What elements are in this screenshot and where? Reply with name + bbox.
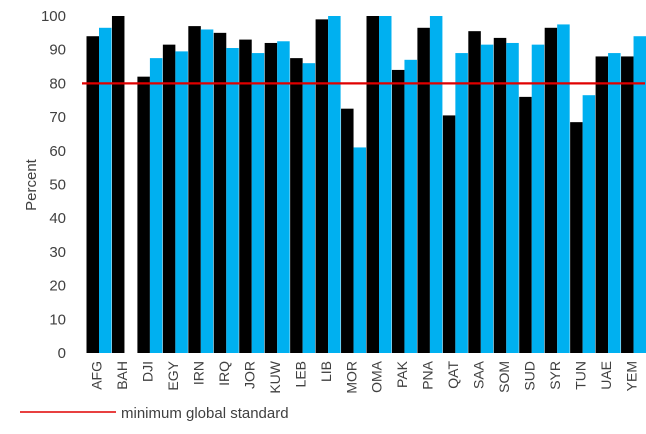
bar-lib-series-2 xyxy=(328,16,341,353)
bar-yem-series-1 xyxy=(621,56,634,353)
bar-mor-series-1 xyxy=(341,109,354,353)
x-tick-label: LIB xyxy=(318,361,334,382)
bar-egy-series-2 xyxy=(175,51,188,353)
x-tick-label: IRQ xyxy=(216,361,232,386)
bar-syr-series-2 xyxy=(557,24,570,353)
bar-irn-series-2 xyxy=(201,29,214,353)
x-tick-label: TUN xyxy=(572,361,588,390)
bar-pak-series-2 xyxy=(404,60,417,353)
bar-jor-series-1 xyxy=(239,40,252,353)
bar-leb-series-1 xyxy=(290,58,303,353)
bar-tun-series-2 xyxy=(583,95,596,353)
y-axis-label: Percent xyxy=(23,158,40,211)
bar-irn-series-1 xyxy=(188,26,201,353)
x-tick-label: PNA xyxy=(420,360,436,389)
bar-dji-series-2 xyxy=(150,58,163,353)
bar-kuw-series-1 xyxy=(265,43,278,353)
bar-uae-series-1 xyxy=(596,56,609,353)
x-tick-label: BAH xyxy=(114,361,130,390)
y-tick-label: 10 xyxy=(49,311,66,328)
bar-leb-series-2 xyxy=(303,63,316,353)
x-tick-label: SAA xyxy=(471,360,487,389)
x-tick-label: JOR xyxy=(241,361,257,389)
x-tick-label: YEM xyxy=(623,361,639,391)
x-tick-label: PAK xyxy=(394,360,410,388)
bar-pna-series-2 xyxy=(430,16,443,353)
bar-qat-series-1 xyxy=(443,115,456,353)
bar-irq-series-2 xyxy=(226,48,239,353)
bar-bah-series-1 xyxy=(112,16,125,353)
bar-saa-series-2 xyxy=(481,45,494,353)
bar-afg-series-2 xyxy=(99,28,112,353)
bar-irq-series-1 xyxy=(214,33,227,353)
x-tick-label: SUD xyxy=(521,361,537,391)
bar-sud-series-1 xyxy=(519,97,532,353)
bar-series-group xyxy=(87,16,646,353)
legend-label-reference-line: minimum global standard xyxy=(121,405,289,422)
y-tick-label: 40 xyxy=(49,210,66,227)
bar-mor-series-2 xyxy=(354,147,367,353)
bar-pna-series-1 xyxy=(417,28,430,353)
x-tick-label: MOR xyxy=(343,361,359,394)
y-tick-label: 60 xyxy=(49,143,66,160)
x-tick-label: EGY xyxy=(165,360,181,390)
x-tick-label: IRN xyxy=(191,361,207,385)
bar-som-series-1 xyxy=(494,38,507,353)
bar-kuw-series-2 xyxy=(277,41,290,353)
bar-lib-series-1 xyxy=(316,19,329,353)
y-tick-label: 50 xyxy=(49,177,66,194)
y-tick-label: 20 xyxy=(49,278,66,295)
bar-qat-series-2 xyxy=(455,53,468,353)
y-axis-ticks: 0 10 20 30 40 50 60 70 80 90 100 xyxy=(41,8,66,362)
y-tick-label: 70 xyxy=(49,109,66,126)
x-tick-label: QAT xyxy=(445,361,461,389)
bar-pak-series-1 xyxy=(392,70,405,353)
x-tick-label: UAE xyxy=(598,361,614,390)
bar-sud-series-2 xyxy=(532,45,545,353)
y-tick-label: 30 xyxy=(49,244,66,261)
x-axis-ticks: AFG BAH DJI EGY IRN IRQ JOR KUW LEB LIB MOR OMA PAK P… xyxy=(89,360,640,393)
bar-egy-series-1 xyxy=(163,45,176,353)
bar-dji-series-1 xyxy=(137,77,150,353)
bar-tun-series-1 xyxy=(570,122,583,353)
y-tick-label: 80 xyxy=(49,75,66,92)
x-tick-label: SOM xyxy=(496,361,512,393)
y-tick-label: 90 xyxy=(49,42,66,59)
bar-jor-series-2 xyxy=(252,53,265,353)
x-tick-label: DJI xyxy=(140,361,156,382)
x-tick-label: AFG xyxy=(89,361,105,390)
x-tick-label: SYR xyxy=(547,361,563,390)
y-tick-label: 0 xyxy=(58,345,66,362)
x-tick-label: OMA xyxy=(369,360,385,393)
bar-saa-series-1 xyxy=(468,31,481,353)
bar-syr-series-1 xyxy=(545,28,558,353)
x-tick-label: KUW xyxy=(267,360,283,393)
y-tick-label: 100 xyxy=(41,8,66,25)
bar-som-series-2 xyxy=(506,43,518,353)
bar-oma-series-2 xyxy=(379,16,392,353)
bar-uae-series-2 xyxy=(608,53,621,353)
x-tick-label: LEB xyxy=(292,361,308,387)
bar-oma-series-1 xyxy=(367,16,380,353)
